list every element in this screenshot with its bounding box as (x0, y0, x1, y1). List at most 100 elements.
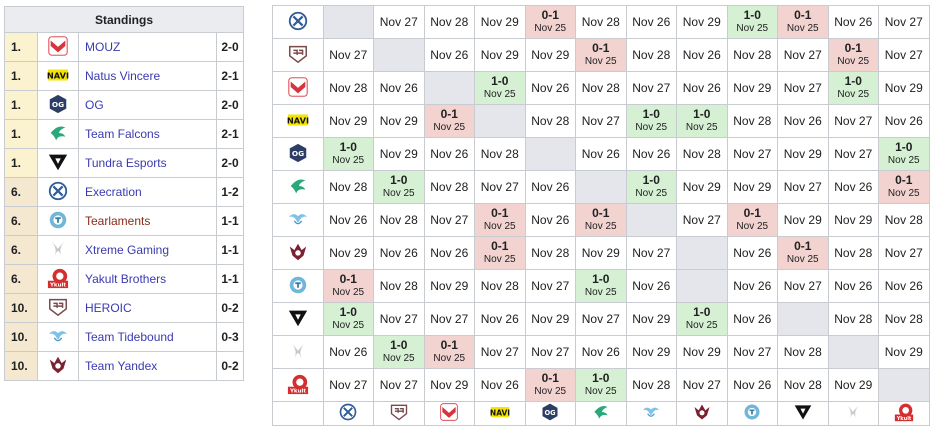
match-loss-cell[interactable]: 0-1 Nov 25 (827, 38, 879, 72)
row-team-logo[interactable] (272, 236, 324, 270)
match-loss-cell[interactable]: 0-1 Nov 25 (524, 368, 576, 402)
row-team-logo[interactable] (272, 170, 324, 204)
match-date-cell: Nov 27 (777, 38, 829, 72)
match-date-cell: Nov 28 (878, 302, 930, 336)
match-win-cell[interactable]: 1-0 Nov 25 (322, 137, 374, 171)
team-logo[interactable]: NAVI (37, 61, 79, 91)
match-date-cell: Nov 29 (524, 302, 576, 336)
team-name-link[interactable]: Natus Vincere (78, 61, 217, 91)
column-team-logo[interactable]: NAVI (474, 401, 526, 426)
row-team-logo[interactable] (272, 38, 324, 72)
match-loss-cell[interactable]: 0-1 Nov 25 (423, 335, 475, 369)
falcons-logo-icon (591, 402, 611, 425)
match-date-cell: Nov 28 (878, 203, 930, 237)
team-name-link[interactable]: Tundra Esports (78, 148, 217, 178)
team-name-link[interactable]: Team Tidebound (78, 322, 217, 352)
column-team-logo[interactable] (373, 401, 425, 426)
team-logo[interactable] (37, 206, 79, 236)
match-loss-cell[interactable]: 0-1 Nov 25 (524, 5, 576, 39)
match-result: 0-1 (440, 338, 458, 352)
match-date-cell: Nov 28 (777, 335, 829, 369)
match-date-cell: Nov 27 (322, 38, 374, 72)
column-team-logo[interactable] (726, 401, 778, 426)
svg-text:Ykult: Ykult (49, 282, 66, 288)
team-name-link[interactable]: HEROIC (78, 293, 217, 323)
match-win-cell[interactable]: 1-0 Nov 25 (373, 335, 425, 369)
row-team-logo[interactable] (272, 269, 324, 303)
column-team-logo[interactable]: OG (524, 401, 576, 426)
match-loss-cell[interactable]: 0-1 Nov 25 (575, 38, 627, 72)
row-team-logo[interactable] (272, 5, 324, 39)
match-date-cell: Nov 29 (625, 335, 677, 369)
match-win-cell[interactable]: 1-0 Nov 25 (575, 368, 627, 402)
match-win-cell[interactable]: 1-0 Nov 25 (322, 302, 374, 336)
match-loss-cell[interactable]: 0-1 Nov 25 (777, 236, 829, 270)
column-team-logo[interactable] (625, 401, 677, 426)
row-team-logo[interactable] (272, 302, 324, 336)
match-date-cell: Nov 26 (474, 368, 526, 402)
match-win-cell[interactable]: 1-0 Nov 25 (575, 269, 627, 303)
team-name-link[interactable]: MOUZ (78, 32, 217, 62)
self-match-cell (878, 368, 930, 402)
match-date-cell: Nov 27 (322, 368, 374, 402)
team-logo[interactable] (37, 351, 79, 381)
team-score: 1-2 (216, 177, 244, 207)
row-team-logo[interactable] (272, 335, 324, 369)
match-win-cell[interactable]: 1-0 Nov 25 (726, 5, 778, 39)
team-logo[interactable] (37, 322, 79, 352)
row-team-logo[interactable] (272, 71, 324, 105)
crosstable-row: Nov 28 1-0 Nov 25 Nov 28 Nov 27 Nov 26 1-0 Nov … (272, 170, 930, 204)
match-loss-cell[interactable]: 0-1 Nov 25 (878, 170, 930, 204)
row-team-logo[interactable]: NAVI (272, 104, 324, 138)
column-team-logo[interactable] (575, 401, 627, 426)
match-date-cell: Nov 29 (827, 203, 879, 237)
yandex-logo-icon (692, 402, 712, 425)
team-name-link[interactable]: Team Yandex (78, 351, 217, 381)
row-team-logo[interactable] (272, 203, 324, 237)
match-win-cell[interactable]: 1-0 Nov 25 (373, 170, 425, 204)
team-logo[interactable]: OG (37, 90, 79, 120)
falcons-logo-icon (47, 122, 69, 147)
match-result: 1-0 (693, 107, 711, 121)
match-date: Nov 25 (483, 89, 516, 100)
team-logo[interactable] (37, 293, 79, 323)
match-loss-cell[interactable]: 0-1 Nov 25 (474, 236, 526, 270)
row-team-logo[interactable]: OG (272, 137, 324, 171)
team-logo[interactable] (37, 32, 79, 62)
team-name-link[interactable]: OG (78, 90, 217, 120)
team-name-link[interactable]: Xtreme Gaming (78, 235, 217, 265)
match-loss-cell[interactable]: 0-1 Nov 25 (777, 5, 829, 39)
match-win-cell[interactable]: 1-0 Nov 25 (827, 71, 879, 105)
match-loss-cell[interactable]: 0-1 Nov 25 (575, 203, 627, 237)
match-date: Nov 25 (433, 122, 466, 133)
team-logo[interactable] (37, 119, 79, 149)
team-logo[interactable] (37, 177, 79, 207)
team-name-link[interactable]: Execration (78, 177, 217, 207)
match-win-cell[interactable]: 1-0 Nov 25 (474, 71, 526, 105)
column-team-logo[interactable] (423, 401, 475, 426)
match-loss-cell[interactable]: 0-1 Nov 25 (423, 104, 475, 138)
match-date: Nov 25 (685, 122, 718, 133)
match-win-cell[interactable]: 1-0 Nov 25 (676, 104, 728, 138)
match-win-cell[interactable]: 1-0 Nov 25 (676, 302, 728, 336)
column-team-logo[interactable] (777, 401, 829, 426)
tundra-logo-icon (47, 151, 69, 176)
team-name-link[interactable]: Yakult Brothers (78, 264, 217, 294)
match-win-cell[interactable]: 1-0 Nov 25 (625, 170, 677, 204)
match-result: 0-1 (592, 206, 610, 220)
column-team-logo[interactable] (322, 401, 374, 426)
match-win-cell[interactable]: 1-0 Nov 25 (878, 137, 930, 171)
match-loss-cell[interactable]: 0-1 Nov 25 (726, 203, 778, 237)
team-name-link[interactable]: Tearlaments (78, 206, 217, 236)
match-win-cell[interactable]: 1-0 Nov 25 (625, 104, 677, 138)
team-logo[interactable]: Ykult (37, 264, 79, 294)
row-team-logo[interactable]: Ykult (272, 368, 324, 402)
team-name-link[interactable]: Team Falcons (78, 119, 217, 149)
match-loss-cell[interactable]: 0-1 Nov 25 (474, 203, 526, 237)
column-team-logo[interactable]: Ykult (878, 401, 930, 426)
match-loss-cell[interactable]: 0-1 Nov 25 (322, 269, 374, 303)
team-logo[interactable] (37, 148, 79, 178)
column-team-logo[interactable] (676, 401, 728, 426)
column-team-logo[interactable] (827, 401, 879, 426)
team-logo[interactable] (37, 235, 79, 265)
